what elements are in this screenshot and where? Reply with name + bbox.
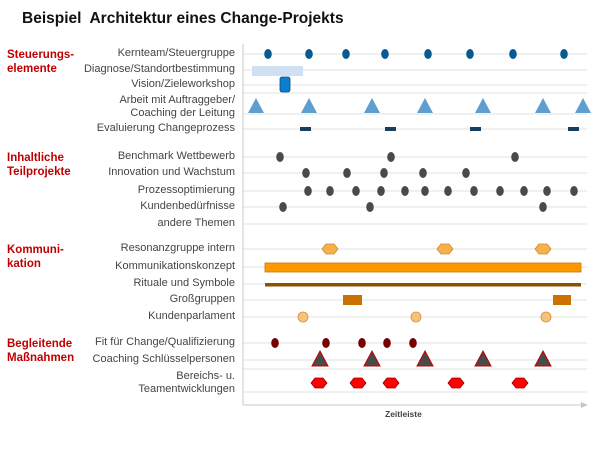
fit-marker: [271, 338, 279, 348]
fit-marker: [358, 338, 366, 348]
innovation-marker: [462, 168, 470, 178]
prozess-marker: [377, 186, 385, 196]
row-label: Kundenparlament: [148, 310, 235, 322]
prozess-marker: [401, 186, 409, 196]
innovation-marker: [302, 168, 310, 178]
auftraggeber-triangle: [248, 98, 264, 113]
row-label: Innovation und Wachstum: [108, 166, 235, 178]
fit-marker: [409, 338, 417, 348]
kernteam-marker: [264, 49, 272, 59]
row-label: Bereichs- u. Teamentwicklungen: [138, 370, 235, 395]
auftraggeber-triangle: [535, 98, 551, 113]
row-label: Großgruppen: [169, 293, 235, 305]
kernteam-marker: [560, 49, 568, 59]
benchmark-marker: [276, 152, 284, 162]
row-label: Kommunikationskonzept: [115, 260, 235, 272]
auftraggeber-triangle: [417, 98, 433, 113]
row-label: Diagnose/Standortbestimmung: [83, 63, 235, 75]
prozess-marker: [496, 186, 504, 196]
teams-marker: [511, 377, 529, 389]
section-title: Inhaltliche Teilprojekte: [7, 152, 71, 178]
evaluierung-marker: [300, 127, 311, 131]
kernteam-marker: [342, 49, 350, 59]
resonanz-marker: [534, 243, 552, 255]
row-label: Prozessoptimierung: [137, 184, 235, 196]
section-title: Steuerungs- elemente: [7, 49, 75, 75]
row-label: Resonanzgruppe intern: [120, 242, 235, 254]
prozess-marker: [543, 186, 551, 196]
axis-label: Zeitleiste: [385, 409, 422, 419]
teams-marker: [447, 377, 465, 389]
row-label: andere Themen: [157, 217, 235, 229]
row-label: Rituale und Symbole: [133, 277, 235, 289]
prozess-marker: [304, 186, 312, 196]
row-label: Coaching Schlüsselpersonen: [92, 353, 235, 365]
innovation-marker: [419, 168, 427, 178]
row-label: Kernteam/Steuergruppe: [117, 47, 235, 59]
parlament-marker: [410, 311, 422, 323]
resonanz-marker: [321, 243, 339, 255]
evaluierung-marker: [568, 127, 579, 131]
kernteam-marker: [305, 49, 313, 59]
teams-marker: [349, 377, 367, 389]
prozess-marker: [352, 186, 360, 196]
grossgruppen-marker: [553, 295, 571, 305]
kunden-marker: [539, 202, 547, 212]
teams-marker: [382, 377, 400, 389]
coaching-triangle: [474, 349, 492, 367]
resonanz-marker: [436, 243, 454, 255]
kernteam-marker: [424, 49, 432, 59]
kommunikationskonzept-bar: [264, 262, 582, 273]
evaluierung-marker: [385, 127, 396, 131]
vision-marker: [279, 76, 291, 93]
rituale-bar: [265, 283, 581, 287]
kunden-marker: [366, 202, 374, 212]
prozess-marker: [326, 186, 334, 196]
auftraggeber-triangle: [575, 98, 591, 113]
row-label: Kundenbedürfnisse: [140, 200, 235, 212]
evaluierung-marker: [470, 127, 481, 131]
prozess-marker: [570, 186, 578, 196]
auftraggeber-triangle: [301, 98, 317, 113]
kernteam-marker: [466, 49, 474, 59]
kunden-marker: [279, 202, 287, 212]
auftraggeber-triangle: [364, 98, 380, 113]
kernteam-marker: [381, 49, 389, 59]
benchmark-marker: [511, 152, 519, 162]
prozess-marker: [520, 186, 528, 196]
diagnose-bar: [252, 66, 303, 76]
row-label: Benchmark Wettbewerb: [117, 150, 235, 162]
axis-arrow-icon: [581, 402, 588, 408]
section-title: Begleitende Maßnahmen: [7, 338, 75, 364]
row-label: Evaluierung Changeprozess: [96, 122, 235, 134]
parlament-marker: [540, 311, 552, 323]
teams-marker: [310, 377, 328, 389]
prozess-marker: [470, 186, 478, 196]
row-label: Arbeit mit Auftraggeber/ Coaching der Le…: [119, 94, 235, 119]
row-label: Fit für Change/Qualifizierung: [94, 336, 235, 348]
prozess-marker: [444, 186, 452, 196]
fit-marker: [383, 338, 391, 348]
kernteam-marker: [509, 49, 517, 59]
coaching-triangle: [363, 349, 381, 367]
innovation-marker: [343, 168, 351, 178]
coaching-triangle: [416, 349, 434, 367]
fit-marker: [322, 338, 330, 348]
grossgruppen-marker: [343, 295, 362, 305]
innovation-marker: [380, 168, 388, 178]
coaching-triangle: [534, 349, 552, 367]
coaching-triangle: [311, 349, 329, 367]
parlament-marker: [297, 311, 309, 323]
page-title: Beispiel Architektur eines Change-Projek…: [22, 10, 344, 27]
auftraggeber-triangle: [475, 98, 491, 113]
benchmark-marker: [387, 152, 395, 162]
prozess-marker: [421, 186, 429, 196]
row-label: Vision/Zieleworkshop: [131, 78, 235, 90]
section-title: Kommuni- kation: [7, 244, 64, 270]
